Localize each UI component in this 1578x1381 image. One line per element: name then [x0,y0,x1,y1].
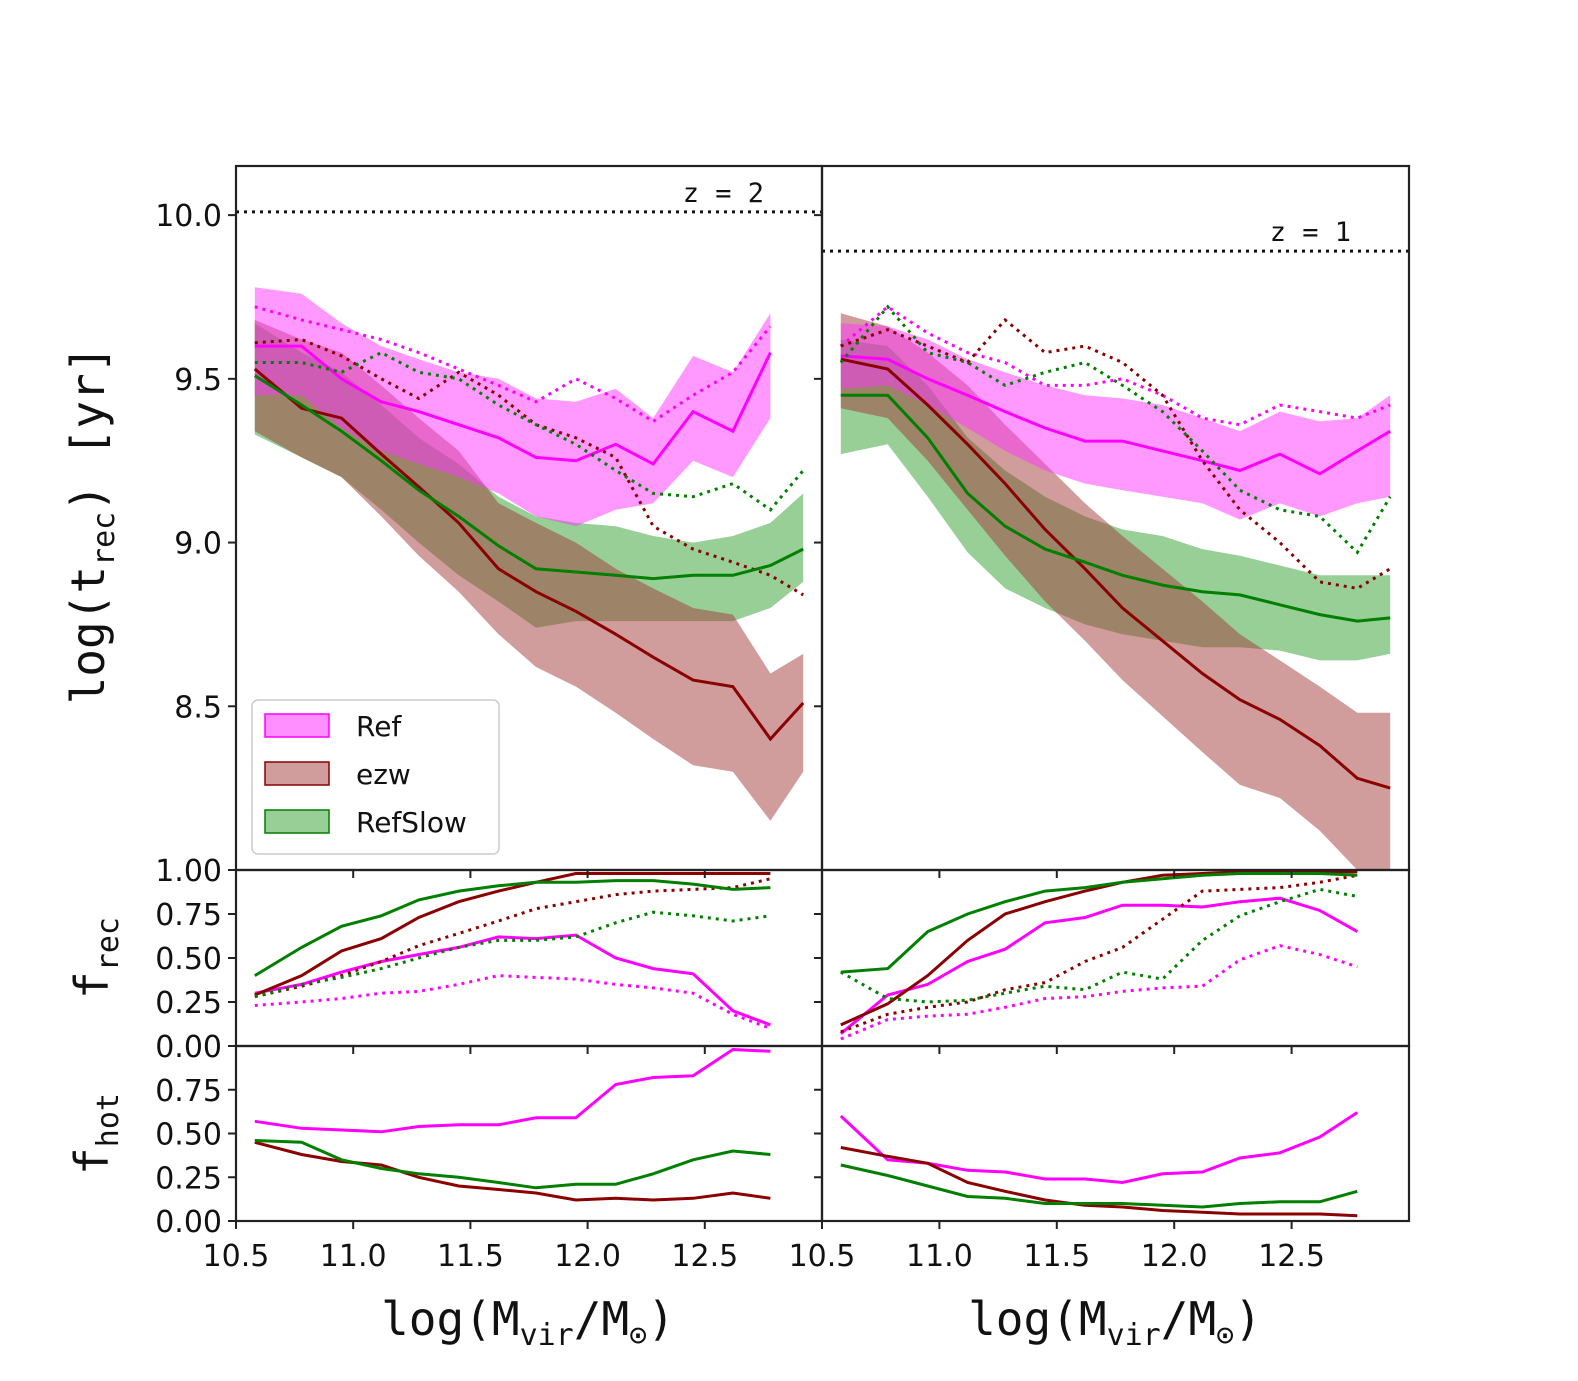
lines-layer [236,210,1409,1218]
line-refslow-dotted-top-1 [839,304,1392,555]
frame-mid-0 [234,868,824,1048]
line-refslow-frec-1 [840,872,1358,974]
line-ref-frec-dotted-0 [254,974,771,1030]
legend-label-ezw: ezw [356,758,411,791]
xtick-label-1-0: 10.5 [789,1239,856,1274]
line-ref-frec-dotted-1 [840,944,1358,1041]
line-ezw-fhot-0 [254,1140,771,1202]
band-refslow-top-1 [840,339,1391,661]
ytick-label-mid-4: 1.00 [155,854,222,889]
ytick-label-mid-1: 0.25 [155,986,222,1021]
line-refslow-fhot-1 [840,1163,1358,1209]
xtick-label-1-4: 12.5 [1258,1239,1325,1274]
ytick-label-bot-3: 0.75 [155,1074,222,1109]
line-ref-dotted-top-0 [254,305,772,424]
line-refslow-frec-dotted-0 [254,910,771,999]
legend-label-refslow: RefSlow [356,806,467,839]
band-refslow-top-0 [254,323,804,628]
xtick-label-1-2: 11.5 [1023,1239,1090,1274]
line-refslow-fhot-0 [254,1139,771,1190]
line-refslow-median-top-0 [254,374,804,581]
line-refslow-frec-0 [254,879,771,977]
ytick-label-top-1: 9.0 [174,527,222,562]
line-ezw-median-top-0 [253,367,805,742]
ytick-label-mid-0: 0.00 [155,1030,222,1065]
legend-label-ref: Ref [356,710,402,743]
text-layer: z = 2 z = 1 8.5 9.0 9.5 10.0 0.00 0.25 0.50 0.75 1… [155,178,1351,1274]
line-ref-median-top-1 [840,354,1391,476]
xtick-label-0-4: 12.5 [671,1239,738,1274]
line-refslow-frec-dotted-1 [840,887,1358,1004]
line-ezw-frec-dotted-0 [254,877,771,999]
line-ezw-frec-0 [254,872,771,997]
x-axis-label-left: log(Mvir/M⊙) [381,1292,675,1353]
annotation-redshift-0: z = 2 [683,178,764,209]
xtick-label-0-2: 11.5 [437,1239,504,1274]
ytick-label-bot-1: 0.25 [155,1161,222,1196]
ytick-label-bot-2: 0.50 [155,1118,222,1153]
ytick-label-top-0: 8.5 [174,690,222,725]
xtick-label-1-1: 11.0 [906,1239,973,1274]
line-ref-fhot-0 [254,1047,771,1134]
ytick-label-bot-0: 0.00 [155,1205,222,1240]
legend-swatch-refslow [264,809,330,834]
frame-bot-0 [234,1044,824,1223]
line-ezw-median-top-1 [840,357,1391,790]
line-ezw-fhot-1 [840,1146,1358,1218]
xtick-label-0-0: 10.5 [203,1239,270,1274]
xtick-label-0-3: 12.0 [554,1239,621,1274]
ytick-label-top-3: 10.0 [155,199,222,234]
band-ezw-top-1 [840,313,1391,870]
legend: Ref ezw RefSlow [251,699,500,855]
line-refslow-median-top-1 [840,393,1391,623]
ytick-label-mid-3: 0.75 [155,898,222,933]
legend-swatch-ezw [264,761,330,786]
line-refslow-dotted-top-0 [254,350,805,512]
annotation-redshift-1: z = 1 [1270,217,1351,248]
line-ezw-frec-dotted-1 [840,873,1358,1034]
y-axis-label-frec: frec [65,917,126,999]
legend-swatch-ref [264,713,330,738]
y-axis-label-fhot: fhot [65,1093,126,1175]
ytick-label-mid-2: 0.50 [155,942,222,977]
frame-bot-1 [820,1044,1411,1223]
line-ezw-frec-1 [840,870,1358,1027]
frames-layer [228,164,1411,1229]
xtick-label-1-3: 12.0 [1141,1239,1208,1274]
xtick-label-0-1: 11.0 [320,1239,387,1274]
x-axis-label-right: log(Mvir/M⊙) [968,1292,1262,1353]
line-ref-frec-1 [839,896,1359,1035]
band-ref-top-1 [840,323,1391,520]
line-ref-fhot-1 [839,1111,1359,1185]
line-ref-median-top-0 [254,344,772,466]
frame-mid-1 [820,868,1411,1048]
ytick-label-top-2: 9.5 [174,363,222,398]
bands-layer [254,287,1391,870]
y-axis-label-trec: log(trec) [yr] [61,346,122,705]
line-ezw-dotted-top-0 [254,337,804,597]
line-ref-frec-0 [254,933,771,1027]
